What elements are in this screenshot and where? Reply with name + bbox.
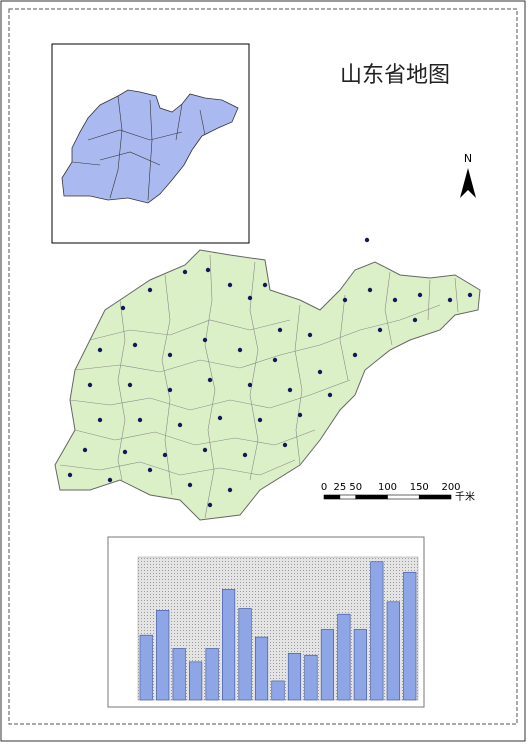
bar: [287, 652, 302, 701]
bar: [320, 629, 334, 701]
bar: [353, 629, 367, 701]
county-dot: [392, 297, 398, 303]
north-arrow: [460, 168, 476, 198]
county-dot: [97, 347, 103, 353]
county-dot: [272, 357, 278, 363]
county-dot: [277, 327, 283, 333]
county-dot: [377, 327, 383, 333]
bar: [238, 608, 252, 701]
scale-segment: [339, 494, 357, 500]
scale-label: 0: [321, 482, 327, 493]
bar: [172, 648, 186, 701]
county-dot: [162, 452, 168, 458]
frame: [8, 8, 518, 725]
county-dot: [447, 297, 453, 303]
bars: [139, 561, 417, 701]
main-map: [54, 249, 481, 521]
scale-segment: [355, 494, 388, 500]
county-dot: [207, 502, 213, 508]
county-dot: [227, 282, 233, 288]
county-dot: [342, 297, 348, 303]
bar: [403, 571, 417, 701]
county-dot: [167, 387, 173, 393]
bar: [139, 634, 153, 701]
bar: [254, 636, 269, 701]
county-dot: [227, 487, 233, 493]
county-dot: [187, 482, 193, 488]
scale-label: 100: [378, 482, 397, 493]
county-dot: [127, 382, 133, 388]
scale-segment: [323, 494, 341, 500]
inset-borders: [71, 95, 206, 201]
bar: [205, 648, 219, 701]
scale-label: 200: [441, 482, 460, 493]
county-dot: [67, 472, 73, 478]
bar: [189, 661, 203, 701]
county-dot: [202, 337, 208, 343]
county-dot: [297, 412, 303, 418]
county-dot: [412, 317, 418, 323]
bar: [386, 601, 400, 701]
county-dot: [364, 237, 370, 243]
county-dot: [217, 415, 223, 421]
county-dot: [257, 417, 263, 423]
county-dot: [97, 417, 103, 423]
county-dot: [82, 447, 88, 453]
county-dot: [202, 447, 208, 453]
county-dot: [205, 267, 211, 273]
county-seats: [67, 237, 473, 508]
scale-segment: [387, 494, 420, 500]
county-dot: [182, 269, 188, 275]
county-dot: [167, 352, 173, 358]
county-dot: [307, 332, 313, 338]
county-dot: [327, 392, 333, 398]
county-dot: [120, 305, 126, 311]
county-dot: [237, 347, 243, 353]
county-dot: [467, 292, 473, 298]
county-dot: [247, 382, 253, 388]
scale-label: 50: [349, 482, 362, 493]
county-dot: [177, 422, 183, 428]
map-title: 山东省地图: [340, 63, 450, 88]
county-borders: [59, 254, 459, 519]
bar: [271, 680, 285, 701]
county-dot: [352, 352, 358, 358]
county-dot: [282, 442, 288, 448]
scale-label: 150: [410, 482, 429, 493]
bar: [222, 589, 236, 701]
bar: [337, 613, 351, 701]
bar: [370, 561, 384, 701]
county-dot: [147, 467, 153, 473]
scale-label: 25: [334, 482, 347, 493]
county-dot: [417, 292, 423, 298]
county-dot: [122, 449, 128, 455]
county-dot: [107, 477, 113, 483]
north-label: N: [464, 152, 472, 165]
county-dot: [247, 295, 253, 301]
scale-segment: [418, 494, 452, 500]
county-dot: [207, 377, 213, 383]
county-dot: [242, 452, 248, 458]
bar: [156, 610, 170, 701]
county-dot: [87, 382, 93, 388]
county-dot: [137, 417, 143, 423]
county-dot: [317, 369, 323, 375]
county-dot: [287, 387, 293, 393]
county-dot: [132, 342, 138, 348]
county-dot: [147, 287, 153, 293]
scale-unit: 千米: [455, 490, 475, 503]
county-dot: [262, 282, 268, 288]
county-dot: [367, 287, 373, 293]
bar: [304, 654, 318, 701]
inset-map: [61, 89, 239, 204]
